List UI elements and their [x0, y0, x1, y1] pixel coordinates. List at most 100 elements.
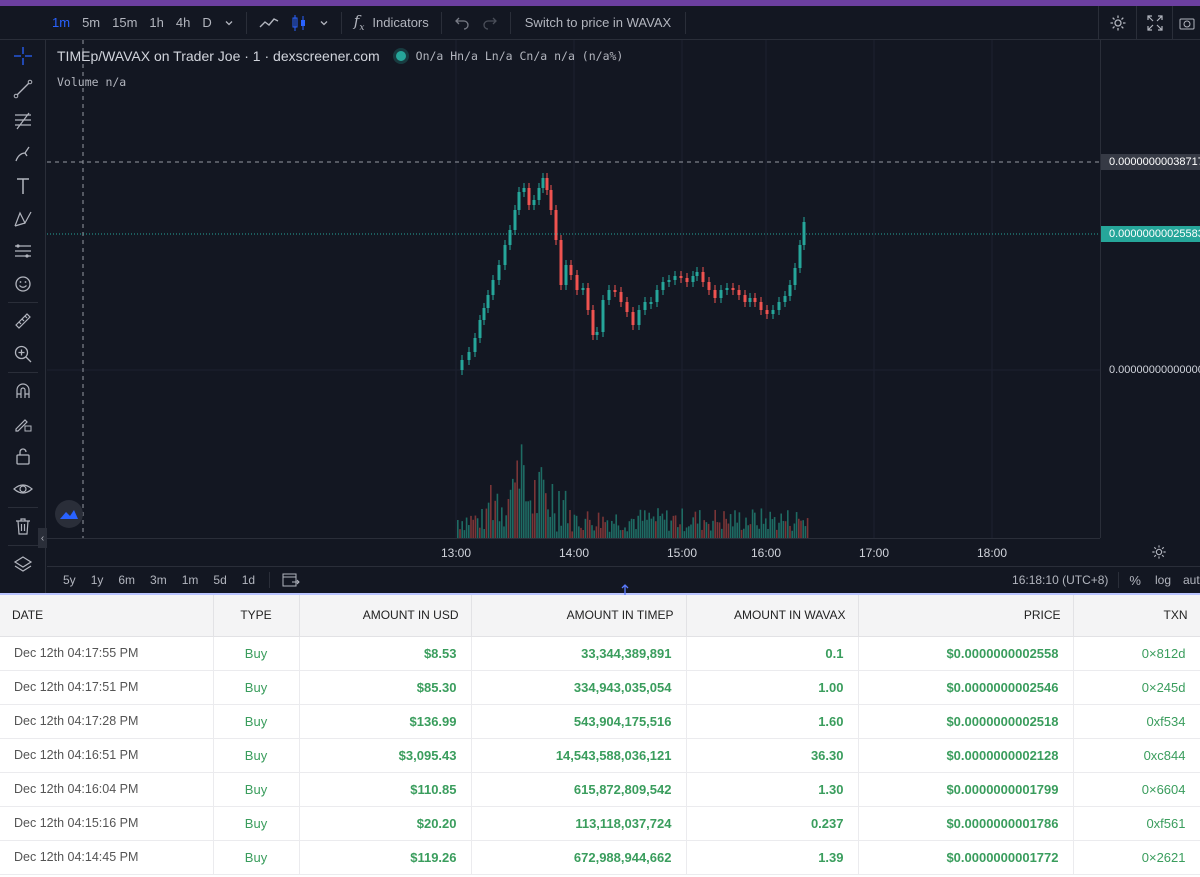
- lock-tool[interactable]: [0, 440, 46, 473]
- column-header-date[interactable]: DATE: [0, 595, 214, 637]
- crosshair-tool[interactable]: [0, 40, 46, 73]
- table-row[interactable]: Dec 12th 04:17:28 PM Buy $136.99 543,904,17…: [0, 704, 1200, 739]
- volume-bar: [558, 490, 560, 538]
- timeframe-4h[interactable]: 4h: [175, 14, 191, 30]
- timeframe-dropdown-button[interactable]: [218, 6, 240, 40]
- cell-amount-usd: $119.26: [299, 840, 472, 875]
- indicators-button[interactable]: fx Indicators: [348, 6, 435, 40]
- undo-button[interactable]: [448, 6, 476, 40]
- text-icon: [16, 178, 29, 195]
- range-1d[interactable]: 1d: [241, 573, 256, 587]
- price-axis[interactable]: 0.00000000038717 0.00000000025583 0.0000…: [1100, 40, 1200, 538]
- text-tool[interactable]: [0, 170, 46, 203]
- timeframe-1m[interactable]: 1m: [52, 14, 71, 30]
- auto-scale-toggle[interactable]: auto: [1183, 573, 1200, 587]
- cell-txn[interactable]: 0×6604: [1073, 772, 1200, 807]
- measure-tool[interactable]: [0, 305, 46, 338]
- timeframe-15m[interactable]: 15m: [112, 14, 138, 30]
- timeframe-5m[interactable]: 5m: [82, 14, 101, 30]
- delete-tool[interactable]: [0, 510, 46, 543]
- line-chart-button[interactable]: [253, 6, 285, 40]
- cell-txn[interactable]: 0×245d: [1073, 670, 1200, 705]
- volume-bar: [657, 508, 659, 538]
- table-row[interactable]: Dec 12th 04:15:16 PM Buy $20.20 113,118,037…: [0, 806, 1200, 841]
- live-status-dot: [395, 51, 406, 61]
- current-price-label: 0.00000000025583: [1101, 226, 1200, 242]
- volume-bar: [762, 523, 765, 538]
- visibility-tool[interactable]: [0, 473, 46, 506]
- goto-date-button[interactable]: [282, 573, 300, 587]
- table-row[interactable]: Dec 12th 04:16:04 PM Buy $110.85 615,872,80…: [0, 772, 1200, 807]
- cell-date: Dec 12th 04:17:51 PM: [0, 670, 214, 705]
- magnet-tool[interactable]: [0, 375, 46, 408]
- volume-bar: [793, 523, 796, 538]
- range-3m[interactable]: 3m: [150, 573, 167, 587]
- candle-body: [564, 265, 568, 285]
- log-scale-toggle[interactable]: log: [1154, 573, 1171, 587]
- column-header-amount-timep[interactable]: AMOUNT IN TIMEP: [471, 595, 687, 637]
- object-tree-tool[interactable]: [0, 548, 46, 581]
- range-1y[interactable]: 1y: [90, 573, 104, 587]
- column-header-amount-wavax[interactable]: AMOUNT IN WAVAX: [686, 595, 859, 637]
- chart-type-dropdown[interactable]: [313, 6, 335, 40]
- cell-txn[interactable]: 0×2621: [1073, 840, 1200, 875]
- cell-txn[interactable]: 0×812d: [1073, 636, 1200, 671]
- volume-bar: [604, 522, 606, 538]
- candle-body: [748, 298, 752, 302]
- cell-txn[interactable]: 0xf534: [1073, 704, 1200, 739]
- volume-bar: [668, 530, 670, 538]
- table-row[interactable]: Dec 12th 04:17:55 PM Buy $8.53 33,344,389,8…: [0, 636, 1200, 671]
- volume-bar: [683, 531, 686, 538]
- volume-bar: [663, 519, 666, 538]
- fullscreen-button[interactable]: [1136, 5, 1172, 40]
- zoom-tool[interactable]: [0, 338, 46, 371]
- pattern-tool[interactable]: [0, 203, 46, 236]
- prediction-tool[interactable]: [0, 235, 46, 268]
- chart-plot-area[interactable]: TIMEp/WAVAX on Trader Joe · 1 · dexscree…: [47, 40, 1100, 538]
- column-header-type[interactable]: TYPE: [213, 595, 300, 637]
- volume-bar: [767, 528, 769, 538]
- timeframe-d[interactable]: D: [202, 14, 212, 30]
- cell-txn[interactable]: 0xf561: [1073, 806, 1200, 841]
- candles-chart-button[interactable]: [285, 6, 313, 40]
- switch-price-wavax-button[interactable]: Switch to price in WAVAX: [524, 14, 672, 30]
- cell-type: Buy: [213, 840, 300, 875]
- snapshot-button[interactable]: [1172, 5, 1200, 40]
- candle-body: [545, 178, 549, 190]
- volume-bar: [721, 528, 723, 538]
- column-header-price[interactable]: PRICE: [858, 595, 1074, 637]
- table-row[interactable]: Dec 12th 04:14:45 PM Buy $119.26 672,988,94…: [0, 840, 1200, 875]
- fib-tool[interactable]: [0, 105, 46, 138]
- emoji-tool[interactable]: [0, 268, 46, 301]
- candle-body: [482, 308, 486, 320]
- cell-txn[interactable]: 0xc844: [1073, 738, 1200, 773]
- trend-line-tool[interactable]: [0, 73, 46, 106]
- cell-type: Buy: [213, 772, 300, 807]
- candles-and-volume: [47, 40, 1100, 538]
- chart-toolbar: 1m 5m 15m 1h 4h D fx Indicators: [0, 5, 1200, 40]
- cell-amount-wavax: 1.39: [686, 840, 859, 875]
- candle-body: [541, 178, 545, 188]
- redo-button[interactable]: [476, 6, 504, 40]
- table-row[interactable]: Dec 12th 04:17:51 PM Buy $85.30 334,943,035…: [0, 670, 1200, 705]
- utc-clock[interactable]: 16:18:10 (UTC+8): [1012, 573, 1109, 587]
- volume-bar: [729, 514, 732, 538]
- settings-button[interactable]: [1098, 5, 1136, 40]
- column-header-txn[interactable]: TXN: [1073, 595, 1200, 637]
- percent-scale-toggle[interactable]: %: [1129, 572, 1141, 588]
- range-5d[interactable]: 5d: [213, 573, 227, 587]
- timeframe-1h[interactable]: 1h: [149, 14, 164, 30]
- table-row[interactable]: Dec 12th 04:16:51 PM Buy $3,095.43 14,543,5…: [0, 738, 1200, 773]
- tradingview-logo[interactable]: [55, 500, 83, 528]
- candle-body: [731, 288, 735, 290]
- time-axis[interactable]: 13:00 14:00 15:00 16:00 17:00 18:00: [47, 538, 1166, 566]
- range-5y[interactable]: 5y: [63, 573, 76, 587]
- range-6m[interactable]: 6m: [118, 573, 136, 587]
- collapse-toolbar-button[interactable]: ‹: [38, 528, 47, 548]
- volume-bar: [542, 479, 545, 538]
- range-1m[interactable]: 1m: [181, 573, 199, 587]
- brush-tool[interactable]: [0, 138, 46, 171]
- column-header-amount-usd[interactable]: AMOUNT IN USD: [299, 595, 472, 637]
- chart-settings-gear[interactable]: [1151, 544, 1167, 565]
- draw-mode-tool[interactable]: [0, 408, 46, 441]
